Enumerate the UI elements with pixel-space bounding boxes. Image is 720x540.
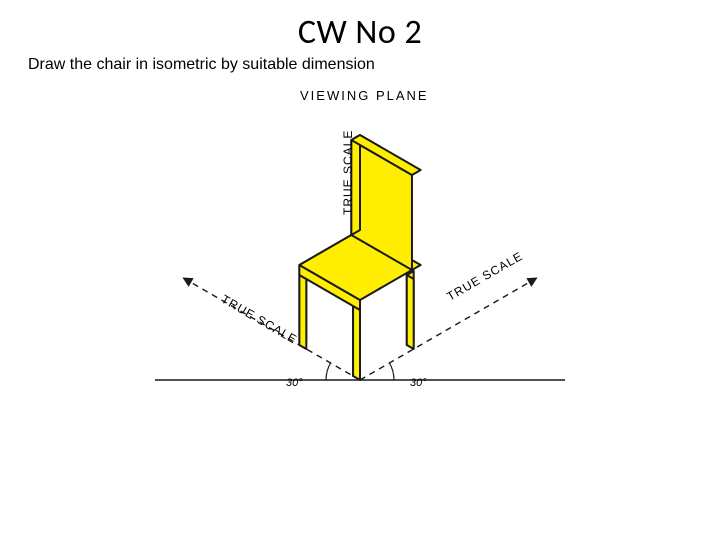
isometric-figure: VIEWING PLANE TRUE SCALE TRUE SCALE TRUE SC… [110,80,610,420]
svg-text:TRUE SCALE: TRUE SCALE [341,130,355,215]
page-title: CW No 2 [0,12,720,53]
page-subtitle: Draw the chair in isometric by suitable … [28,56,375,74]
chair-group [299,135,420,380]
svg-text:TRUE SCALE: TRUE SCALE [219,292,300,347]
svg-text:30°: 30° [286,377,303,389]
svg-text:30°: 30° [410,377,427,389]
svg-text:TRUE SCALE: TRUE SCALE [444,249,525,304]
page: CW No 2 Draw the chair in isometric by s… [0,0,720,540]
isometric-svg: VIEWING PLANE TRUE SCALE TRUE SCALE TRUE SC… [110,80,610,420]
svg-text:VIEWING PLANE: VIEWING PLANE [300,88,429,103]
